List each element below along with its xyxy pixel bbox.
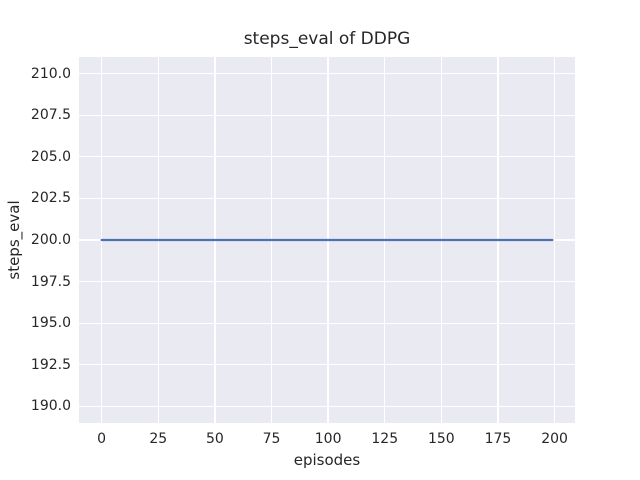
- y-tick-label: 202.5: [30, 190, 71, 207]
- y-gridline: [79, 197, 575, 200]
- x-tick-label: 75: [262, 431, 281, 447]
- chart-title: steps_eval of DDPG: [243, 29, 411, 49]
- y-tick-label: 192.5: [30, 356, 71, 373]
- series-svg: [100, 238, 554, 242]
- plot-area: [79, 57, 575, 423]
- x-tick-label: 125: [371, 431, 399, 447]
- y-gridline: [79, 156, 575, 158]
- x-tick-label: 100: [314, 431, 342, 447]
- y-gridline: [79, 322, 575, 324]
- y-tick-label: 197.5: [30, 273, 71, 290]
- x-tick-label: 150: [427, 431, 455, 447]
- y-tick-label: 195.0: [30, 315, 71, 332]
- y-tick-label: 205.0: [30, 148, 71, 165]
- y-gridline: [79, 280, 575, 283]
- y-tick-label: 207.5: [30, 107, 71, 124]
- y-gridline: [79, 364, 575, 366]
- x-tick-label: 175: [484, 431, 512, 447]
- x-tick-label: 25: [149, 431, 168, 447]
- y-tick-label: 210.0: [30, 65, 71, 82]
- y-tick-label: 190.0: [30, 398, 71, 415]
- y-tick-label: 200.0: [30, 232, 71, 248]
- x-axis-label: episodes: [293, 451, 361, 469]
- x-tick-label: 0: [97, 431, 107, 447]
- x-tick-label: 50: [205, 431, 224, 447]
- y-gridline: [79, 72, 575, 75]
- x-tick-label: 200: [541, 431, 568, 447]
- y-gridline: [79, 114, 575, 116]
- y-gridline: [79, 405, 575, 407]
